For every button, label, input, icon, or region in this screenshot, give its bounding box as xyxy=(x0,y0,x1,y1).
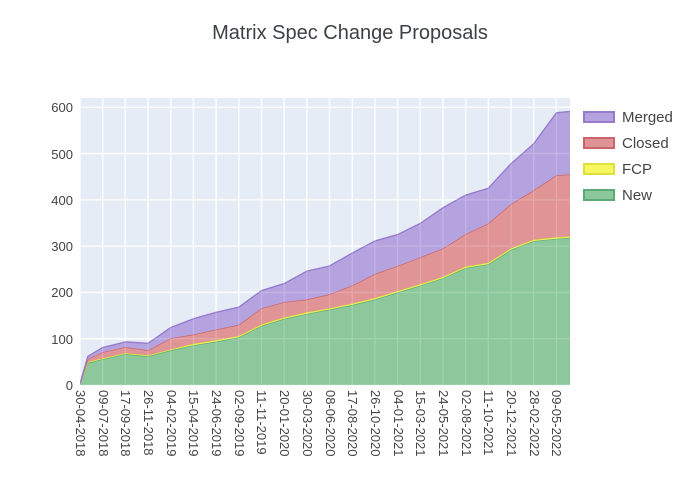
x-tick-label: 26-10-2020 xyxy=(367,390,383,457)
y-tick-label: 0 xyxy=(65,378,73,393)
y-tick-label: 600 xyxy=(51,100,73,116)
plot-area[interactable] xyxy=(79,98,571,386)
x-tick-label: 04-01-2021 xyxy=(390,390,406,457)
line-merged xyxy=(79,110,571,384)
x-tick-label: 09-05-2022 xyxy=(549,390,565,457)
x-tick-label: 20-12-2021 xyxy=(504,390,520,457)
legend: Merged Closed FCP New xyxy=(583,108,673,212)
x-tick-label: 24-05-2021 xyxy=(435,390,451,457)
legend-label: Closed xyxy=(622,134,669,152)
legend-item-merged[interactable]: Merged xyxy=(583,108,673,126)
x-tick-label: 08-06-2020 xyxy=(322,390,338,457)
x-tick-label: 11-11-2019 xyxy=(254,390,270,455)
legend-label: FCP xyxy=(622,160,652,178)
closed-swatch-icon xyxy=(583,137,615,149)
new-swatch-icon xyxy=(583,189,615,201)
y-tick-label: 200 xyxy=(51,285,73,301)
merged-swatch-icon xyxy=(583,111,615,123)
x-tick-label: 11-10-2021 xyxy=(481,390,497,456)
x-tick-label: 30-04-2018 xyxy=(73,390,88,457)
area-fcp[interactable] xyxy=(80,236,570,384)
legend-item-fcp[interactable]: FCP xyxy=(583,160,673,178)
x-tick-label: 02-08-2021 xyxy=(458,390,474,457)
x-tick-label: 15-03-2021 xyxy=(413,390,429,457)
y-tick-label: 300 xyxy=(51,239,73,255)
y-tick-label: 100 xyxy=(51,331,73,347)
stacked-area-chart[interactable] xyxy=(79,98,571,386)
y-tick-label: 500 xyxy=(51,146,73,162)
x-tick-label: 15-04-2019 xyxy=(186,390,202,457)
x-tick-label: 30-03-2020 xyxy=(299,390,315,457)
y-tick-label: 400 xyxy=(51,192,73,208)
x-tick-label: 09-07-2018 xyxy=(95,390,111,457)
fcp-swatch-icon xyxy=(583,163,615,175)
x-tick-label: 17-09-2018 xyxy=(118,390,134,457)
legend-label: Merged xyxy=(622,108,673,126)
x-tick-label: 24-06-2019 xyxy=(209,390,225,457)
x-tick-label: 04-02-2019 xyxy=(163,390,179,457)
x-tick-label: 20-01-2020 xyxy=(277,390,293,457)
x-tick-label: 02-09-2019 xyxy=(231,390,247,457)
legend-label: New xyxy=(622,186,653,204)
x-tick-label: 17-08-2020 xyxy=(345,390,361,457)
chart-title: Matrix Spec Change Proposals xyxy=(212,22,488,44)
area-new[interactable] xyxy=(80,237,570,385)
legend-item-new[interactable]: New xyxy=(583,186,673,204)
legend-item-closed[interactable]: Closed xyxy=(583,134,673,152)
x-tick-label: 26-11-2018 xyxy=(141,390,157,456)
x-tick-label: 28-02-2022 xyxy=(526,390,542,457)
